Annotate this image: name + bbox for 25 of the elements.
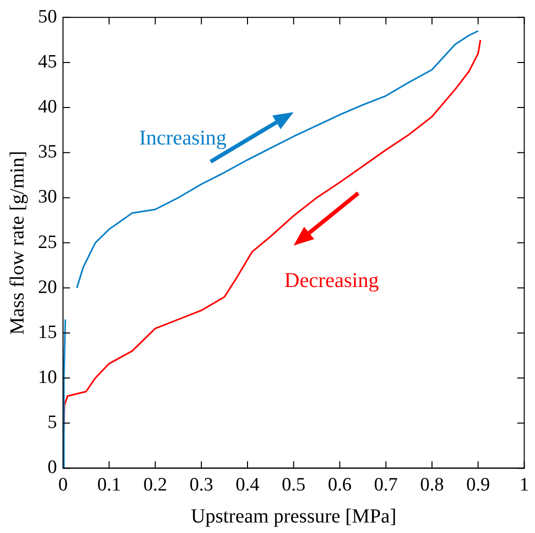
x-tick-label: 0.4 xyxy=(236,474,260,496)
x-tick-label: 1 xyxy=(520,474,529,496)
annotation: Decreasing xyxy=(284,268,380,292)
y-tick-label: 20 xyxy=(38,276,57,298)
x-tick-label: 0.2 xyxy=(143,474,168,496)
y-axis-title: Mass flow rate [g/min] xyxy=(6,150,28,335)
y-tick-label: 5 xyxy=(48,412,57,434)
y-tick-label: 50 xyxy=(38,6,57,28)
x-tick-label: 0.9 xyxy=(466,474,490,496)
y-tick-label: 10 xyxy=(38,367,57,388)
y-tick-label: 35 xyxy=(38,142,57,163)
y-tick-label: 0 xyxy=(48,457,57,478)
x-axis-title: Upstream pressure [MPa] xyxy=(190,505,396,528)
x-tick-label: 0.6 xyxy=(328,474,352,496)
y-tick-label: 30 xyxy=(38,186,57,208)
y-tick-label: 45 xyxy=(38,51,57,72)
y-tick-label: 40 xyxy=(38,96,57,118)
annotation: Increasing xyxy=(139,126,228,150)
y-tick-label: 15 xyxy=(38,322,57,343)
x-tick-label: 0.7 xyxy=(374,474,398,496)
x-tick-label: 0.3 xyxy=(190,474,214,496)
x-tick-label: 0.1 xyxy=(97,474,121,496)
y-tick-label: 25 xyxy=(38,232,57,253)
x-tick-label: 0.5 xyxy=(282,474,306,496)
x-tick-label: 0.8 xyxy=(420,474,444,496)
